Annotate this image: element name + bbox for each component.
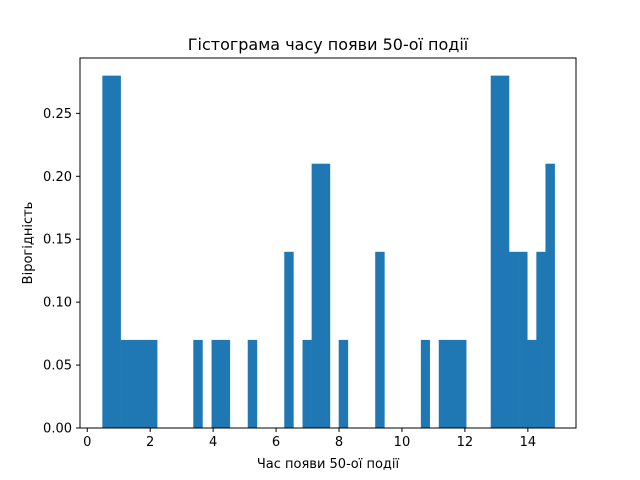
- x-tick-label-0: 0: [83, 435, 91, 450]
- y-tick-label-4: 0.20: [43, 170, 72, 185]
- histogram-bar-19: [447, 339, 458, 428]
- y-axis-ticks: 0.00 0.05 0.10 0.15 0.20 0.25: [43, 107, 80, 437]
- x-tick-label-6: 12: [457, 435, 474, 450]
- y-tick-label-5: 0.25: [43, 107, 72, 122]
- x-tick-label-1: 2: [146, 435, 154, 450]
- y-tick-label-3: 0.15: [43, 233, 72, 248]
- chart-title: Гістограма часу появи 50-ої події: [188, 35, 469, 54]
- histogram-bar-9: [220, 339, 231, 428]
- x-tick-label-2: 4: [209, 435, 217, 450]
- histogram-bar-12: [302, 339, 312, 428]
- x-tick-label-3: 6: [272, 435, 280, 450]
- x-tick-label-5: 10: [394, 435, 411, 450]
- axes-frame: [79, 57, 577, 429]
- histogram-bar-16: [375, 251, 385, 428]
- y-axis-label: Вірогідність: [21, 202, 36, 285]
- y-tick-label-2: 0.10: [43, 296, 72, 311]
- histogram-bar-17: [420, 339, 430, 428]
- histogram-bar-10: [247, 339, 258, 428]
- histogram-bar-5: [138, 339, 149, 428]
- x-tick-label-4: 8: [335, 435, 343, 450]
- histogram-bar-26: [536, 251, 546, 428]
- x-axis-ticks: 0 2 4 6 8 10 12 14: [83, 428, 536, 450]
- histogram-bar-21: [490, 75, 501, 428]
- histogram-bar-3: [120, 339, 131, 428]
- histogram-bar-2: [111, 75, 121, 428]
- histogram-bar-18: [438, 339, 449, 428]
- y-tick-label-0: 0.00: [43, 422, 72, 437]
- histogram-bar-24: [518, 251, 528, 428]
- histogram-bars: [102, 75, 555, 428]
- histogram-bar-11: [284, 251, 294, 428]
- histogram-bar-23: [508, 251, 519, 428]
- histogram-bar-14: [320, 163, 331, 428]
- histogram-bar-1: [102, 75, 112, 428]
- x-axis-label: Час появи 50-ої події: [257, 457, 400, 472]
- histogram-bar-15: [338, 339, 349, 428]
- histogram-bar-13: [311, 163, 322, 428]
- x-tick-label-7: 14: [520, 435, 537, 450]
- histogram-bar-27: [545, 163, 555, 428]
- histogram-bar-20: [457, 339, 467, 428]
- histogram-bar-6: [147, 339, 158, 428]
- histogram-bar-22: [499, 75, 510, 428]
- histogram-bar-8: [211, 339, 221, 428]
- histogram-bar-25: [527, 339, 537, 428]
- histogram-bar-7: [193, 339, 203, 428]
- histogram-bar-4: [129, 339, 140, 428]
- y-tick-label-1: 0.05: [43, 359, 72, 374]
